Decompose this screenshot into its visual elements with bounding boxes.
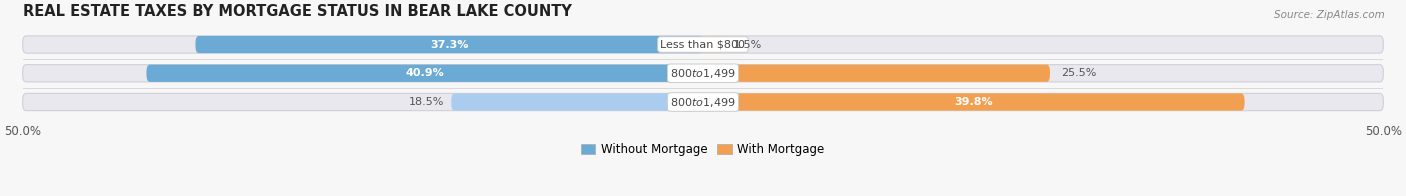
Text: 1.5%: 1.5% <box>734 40 762 50</box>
Text: $800 to $1,499: $800 to $1,499 <box>671 67 735 80</box>
Text: 37.3%: 37.3% <box>430 40 468 50</box>
FancyBboxPatch shape <box>703 93 1244 111</box>
Text: 39.8%: 39.8% <box>955 97 993 107</box>
Text: Less than $800: Less than $800 <box>661 40 745 50</box>
Text: $800 to $1,499: $800 to $1,499 <box>671 95 735 109</box>
FancyBboxPatch shape <box>146 65 703 82</box>
Text: 18.5%: 18.5% <box>409 97 444 107</box>
FancyBboxPatch shape <box>703 65 1050 82</box>
Text: 40.9%: 40.9% <box>405 68 444 78</box>
FancyBboxPatch shape <box>195 36 703 53</box>
FancyBboxPatch shape <box>22 93 1384 111</box>
FancyBboxPatch shape <box>22 65 1384 82</box>
Text: Source: ZipAtlas.com: Source: ZipAtlas.com <box>1274 10 1385 20</box>
FancyBboxPatch shape <box>22 36 1384 53</box>
Text: REAL ESTATE TAXES BY MORTGAGE STATUS IN BEAR LAKE COUNTY: REAL ESTATE TAXES BY MORTGAGE STATUS IN … <box>22 4 572 19</box>
Legend: Without Mortgage, With Mortgage: Without Mortgage, With Mortgage <box>576 139 830 161</box>
FancyBboxPatch shape <box>451 93 703 111</box>
Text: 25.5%: 25.5% <box>1062 68 1097 78</box>
FancyBboxPatch shape <box>703 36 724 53</box>
